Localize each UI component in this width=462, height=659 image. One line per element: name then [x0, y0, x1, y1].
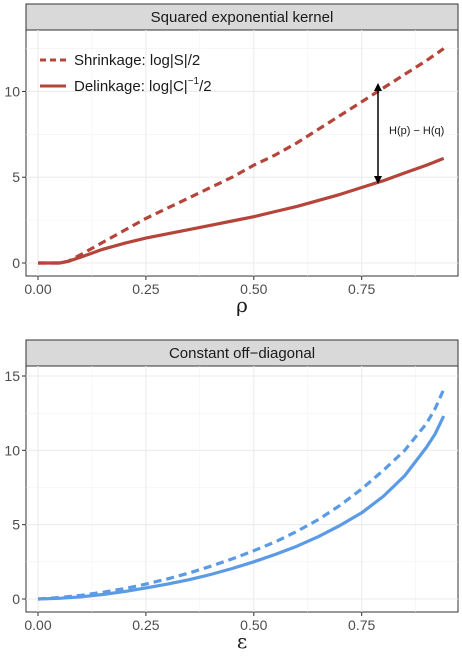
legend-label-shrinkage: Shrinkage: log|S|/2 [74, 52, 200, 69]
x-tick-label: 0.75 [348, 281, 375, 297]
panel-constant-off-diagonal: Constant off−diagonal 0.00 0.25 0.50 0.75 0 5… [4, 339, 459, 653]
y-tick-label: 5 [12, 517, 20, 533]
x-axis-title: ε [237, 629, 247, 653]
panel-squared-exponential: Squared exponential kernel H(p) − H(q) S… [4, 3, 459, 317]
legend-label-delinkage: Delinkage: log|C|−1/2 [74, 76, 212, 95]
dashed-series-line [37, 388, 446, 601]
gridlines [26, 366, 458, 612]
legend-label-delinkage-main: Delinkage: log|C| [74, 78, 188, 95]
y-tick-label: 10 [4, 83, 20, 99]
strip-background [25, 339, 459, 367]
tick-labels: 0.00 0.25 0.50 0.75 0 5 10 [4, 83, 375, 297]
y-tick-label: 5 [12, 169, 20, 185]
x-tick-label: 0.25 [132, 281, 159, 297]
plot-area [25, 365, 459, 613]
legend-label-delinkage-suffix: /2 [199, 78, 212, 95]
solid-series-line [37, 415, 446, 601]
x-tick-label: 0.50 [240, 617, 267, 633]
legend-label-delinkage-sup: −1 [188, 76, 200, 87]
strip-title: Constant off−diagonal [169, 345, 315, 362]
x-tick-label: 0.00 [24, 617, 51, 633]
x-tick-label: 0.50 [240, 281, 267, 297]
x-tick-label: 0.75 [348, 617, 375, 633]
y-tick-label: 0 [12, 591, 20, 607]
y-tick-label: 0 [12, 255, 20, 271]
annotation-layer: H(p) − H(q) [374, 83, 444, 184]
legend: Shrinkage: log|S|/2 Delinkage: log|C|−1/… [40, 52, 212, 95]
series-layer [37, 388, 446, 601]
x-axis-title: ρ [236, 293, 248, 317]
y-tick-label: 10 [4, 442, 20, 458]
annotation-label: H(p) − H(q) [389, 125, 444, 137]
strip-title: Squared exponential kernel [151, 9, 334, 26]
gridlines [26, 30, 458, 276]
tick-labels: 0.00 0.25 0.50 0.75 0 5 10 15 [4, 368, 375, 633]
strip-background [25, 3, 459, 31]
y-tick-label: 15 [4, 368, 20, 384]
plot-area [25, 29, 459, 277]
x-tick-label: 0.25 [132, 617, 159, 633]
x-tick-label: 0.00 [24, 281, 51, 297]
